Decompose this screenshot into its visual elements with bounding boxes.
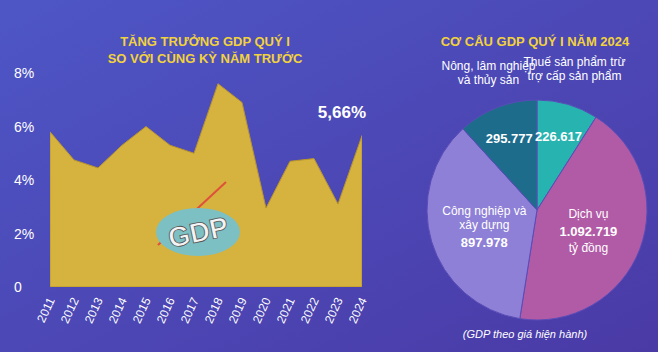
value-label-line: 295.777 <box>486 131 533 146</box>
x-tick-label: 2017 <box>178 295 202 325</box>
value-label: 295.777 <box>486 131 533 146</box>
pie-slice <box>463 100 537 210</box>
category-label-line: và thủy sản <box>458 73 519 87</box>
x-tick-label: 2020 <box>250 295 274 325</box>
decoration-badge <box>156 208 240 256</box>
x-tick-label: 2015 <box>130 295 154 325</box>
category-label: Nông, lâm nghiệpvà thủy sản <box>441 59 535 87</box>
category-label: Dịch vụ <box>568 207 608 221</box>
x-tick-label: 2022 <box>298 295 322 325</box>
x-tick-label: 2013 <box>82 295 106 325</box>
value-label: 897.978 <box>461 235 508 250</box>
category-label: Thuế sản phẩm trừtrợ cấp sản phẩm <box>523 55 625 83</box>
category-label: Công nghiệp vàxây dựng <box>442 204 526 232</box>
y-tick <box>47 73 50 74</box>
y-tick-label: 0 <box>14 279 22 295</box>
plot-area <box>50 84 362 287</box>
x-tick-label: 2012 <box>58 295 82 325</box>
category-label-line: trợ cấp sản phẩm <box>528 69 622 83</box>
y-tick-label: 8% <box>14 65 34 81</box>
y-tick-label: 2% <box>14 226 34 242</box>
chart-title: TĂNG TRƯỞNG GDP QUÝ I <box>120 34 290 49</box>
y-tick <box>47 126 50 127</box>
y-tick-label: 6% <box>14 119 34 135</box>
chart-title: CƠ CẤU GDP QUÝ I NĂM 2024 <box>441 34 630 49</box>
unit-label-line: tỷ đồng <box>569 241 608 255</box>
x-tick-label: 2016 <box>154 295 178 325</box>
x-tick-label: 2019 <box>226 295 250 325</box>
x-tick-label: 2024 <box>346 295 370 325</box>
x-tick-label: 2023 <box>322 295 346 325</box>
value-label-line: 1.092.719 <box>560 224 618 239</box>
annotation: 5,66% <box>318 103 366 122</box>
y-tick <box>47 180 50 181</box>
y-tick-label: 4% <box>14 172 34 188</box>
y-tick <box>47 287 50 288</box>
x-tick-label: 2021 <box>274 295 298 325</box>
category-label-line: Nông, lâm nghiệp <box>441 59 535 73</box>
annotation: GDP <box>165 211 231 254</box>
y-tick <box>47 233 50 234</box>
unit-label: tỷ đồng <box>569 241 608 255</box>
category-label-line: Dịch vụ <box>568 207 608 221</box>
value-label-line: 897.978 <box>461 235 508 250</box>
background <box>0 0 658 352</box>
x-tick-label: 2018 <box>202 295 226 325</box>
chart-subtitle: SO VỚI CÙNG KỲ NĂM TRƯỚC <box>108 51 303 66</box>
category-label-line: Thuế sản phẩm trừ <box>523 55 625 69</box>
x-tick-label: 2014 <box>106 295 130 325</box>
x-tick-label: 2011 <box>34 295 58 325</box>
category-label-line: xây dựng <box>459 218 509 232</box>
pie-slice <box>520 117 647 320</box>
canvas: TĂNG TRƯỞNG GDP QUÝ I SO VỚI CÙNG KỲ NĂM … <box>0 0 658 352</box>
value-label: 1.092.719 <box>560 224 618 239</box>
value-label-line: 226.617 <box>535 129 582 144</box>
area <box>50 84 362 287</box>
footnote: (GDP theo giá hiện hành) <box>463 328 588 340</box>
value-label: 226.617 <box>535 129 582 144</box>
category-label-line: Công nghiệp và <box>442 204 526 218</box>
